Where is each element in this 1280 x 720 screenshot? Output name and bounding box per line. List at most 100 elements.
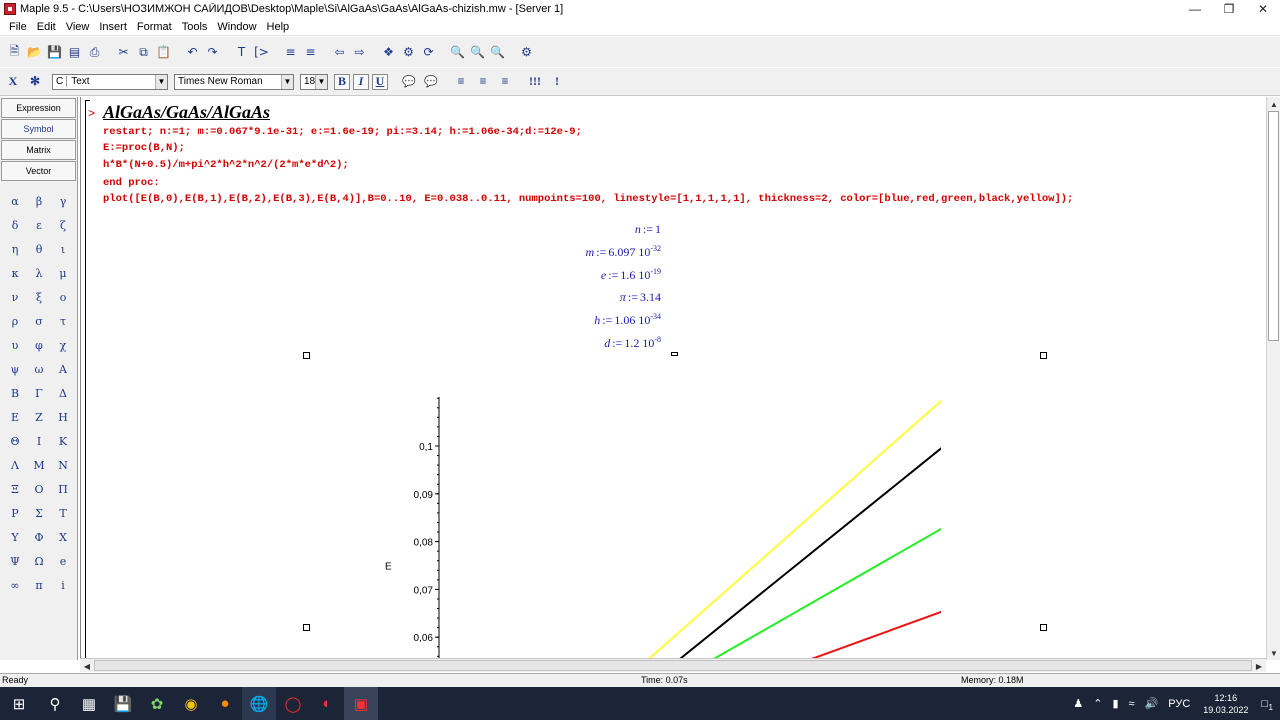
symbol-button[interactable]: Τ <box>59 506 67 520</box>
symbol-button[interactable]: Ν <box>58 458 68 472</box>
section-heading[interactable]: AlGaAs/GaAs/AlGaAs <box>103 102 271 122</box>
task-view-icon[interactable]: ▦ <box>81 695 97 713</box>
insert-text-icon[interactable]: T <box>237 45 246 59</box>
zoom-150-icon[interactable]: 🔍 <box>470 45 485 59</box>
horizontal-scrollbar[interactable]: ◀ ▶ <box>80 658 1266 672</box>
print-preview-icon[interactable]: ▤ <box>68 45 81 59</box>
forward-arrow-icon[interactable]: ⇨ <box>354 45 365 59</box>
size-dropdown[interactable]: 18 ▼ <box>300 73 328 90</box>
menu-tools[interactable]: Tools <box>181 20 208 33</box>
back-arrow-icon[interactable]: ⇦ <box>334 45 345 59</box>
symbol-button[interactable]: Π <box>58 482 68 496</box>
symbol-button[interactable]: φ <box>35 338 43 352</box>
symbol-button[interactable]: ω <box>34 362 44 376</box>
menu-file[interactable]: File <box>9 20 27 33</box>
code-line[interactable]: E:=proc(B,N); <box>103 142 185 154</box>
paste-icon[interactable]: 📋 <box>156 45 171 59</box>
symbol-button[interactable]: α <box>11 194 19 208</box>
outdent-icon[interactable]: ≡ <box>305 45 316 59</box>
resize-handle[interactable] <box>1040 624 1047 631</box>
menu-format[interactable]: Format <box>136 20 172 33</box>
align-left-icon[interactable]: ≡ <box>457 74 465 88</box>
close-icon[interactable]: ✕ <box>1257 2 1269 16</box>
symbol-button[interactable]: β <box>35 194 43 208</box>
symbol-button[interactable]: ν <box>11 290 19 304</box>
notification-icon[interactable]: □ 1 <box>1261 697 1273 712</box>
zoom-200-icon[interactable]: 🔍 <box>490 45 505 59</box>
symbol-button[interactable]: ε <box>36 218 42 232</box>
code-line[interactable]: end proc: <box>103 177 160 189</box>
minimize-icon[interactable]: — <box>1189 2 1201 16</box>
menu-help[interactable]: Help <box>266 20 290 33</box>
red-app-icon[interactable]: ◐ <box>322 695 332 712</box>
search-icon[interactable]: ⚲ <box>49 695 61 713</box>
symbol-button[interactable]: Ρ <box>11 506 19 520</box>
symbol-button[interactable]: ο <box>59 290 67 304</box>
symbol-button[interactable]: Ξ <box>11 482 19 496</box>
symbol-button[interactable]: θ <box>35 242 43 256</box>
symbol-button[interactable]: κ <box>11 266 19 280</box>
symbol-button[interactable]: Ι <box>36 434 42 448</box>
opera-icon[interactable]: ◯ <box>284 695 302 713</box>
menu-view[interactable]: View <box>65 20 90 33</box>
symbol-button[interactable]: π <box>35 578 43 592</box>
scroll-down-icon[interactable]: ▼ <box>1270 648 1278 658</box>
symbol-button[interactable]: Μ <box>33 458 45 472</box>
chevron-up-icon[interactable]: ⌃ <box>1093 698 1103 710</box>
math-mode-icon[interactable]: X <box>8 74 18 88</box>
firefox-icon[interactable]: ● <box>220 695 230 712</box>
language-indicator[interactable]: РУС <box>1168 697 1191 710</box>
help-lookup-icon[interactable]: ⚙ <box>521 45 532 59</box>
symbol-button[interactable]: Ε <box>10 410 20 424</box>
plot-area[interactable]: 0,1 0,09 0,08 0,07 0,06 E <box>381 392 941 658</box>
battery-icon[interactable]: ▮ <box>1112 698 1119 710</box>
open-folder-icon[interactable]: 📂 <box>27 45 42 59</box>
palette-tab-vector[interactable]: Vector <box>1 161 76 181</box>
symbol-button[interactable]: δ <box>11 218 19 232</box>
symbol-button[interactable]: i <box>61 578 65 592</box>
worksheet[interactable]: > AlGaAs/GaAs/AlGaAs restart; n:=1; m:=0… <box>80 97 1266 658</box>
wifi-icon[interactable]: ≈ <box>1128 697 1135 710</box>
symbol-button[interactable]: μ <box>59 266 67 280</box>
vertical-scrollbar[interactable]: ▲ ▼ <box>1266 97 1280 660</box>
symbol-button[interactable]: Η <box>58 410 68 424</box>
clock[interactable]: 12:16 19.03.2022 <box>1203 692 1248 716</box>
symbol-button[interactable]: ρ <box>11 314 19 328</box>
origin-app-icon[interactable]: ✿ <box>150 695 164 713</box>
windows-start-icon[interactable]: ⊞ <box>12 695 26 713</box>
style-dropdown[interactable]: C Text ▼ <box>52 73 168 90</box>
palette-tab-matrix[interactable]: Matrix <box>1 140 76 160</box>
chevron-down-icon[interactable]: ▼ <box>281 74 293 89</box>
symbol-button[interactable]: ∞ <box>10 578 20 592</box>
symbol-button[interactable]: ξ <box>35 290 43 304</box>
symbol-button[interactable]: τ <box>59 314 67 328</box>
code-line[interactable]: plot([E(B,0),E(B,1),E(B,2),E(B,3),E(B,4)… <box>103 193 1074 205</box>
menu-insert[interactable]: Insert <box>99 20 127 33</box>
symbol-button[interactable]: Ο <box>34 482 44 496</box>
speech-bubble-icon[interactable]: 💬 <box>402 76 416 88</box>
symbol-button[interactable]: Δ <box>59 386 67 400</box>
scroll-thumb[interactable] <box>94 660 1252 671</box>
cut-icon[interactable]: ✂ <box>118 45 129 59</box>
execute-icon[interactable]: ⚙ <box>403 45 414 59</box>
symbol-button[interactable]: Χ <box>59 530 67 544</box>
align-right-icon[interactable]: ≡ <box>501 74 509 88</box>
restart-icon[interactable]: ⟳ <box>423 45 434 59</box>
section-bracket[interactable] <box>85 100 90 658</box>
symbol-button[interactable]: Α <box>59 362 67 376</box>
underline-button[interactable]: U <box>372 73 388 90</box>
chevron-down-icon[interactable]: ▼ <box>315 74 327 89</box>
symbol-button[interactable]: Κ <box>58 434 68 448</box>
menu-edit[interactable]: Edit <box>36 20 56 33</box>
symbol-button[interactable]: χ <box>59 338 67 352</box>
symbol-button[interactable]: Φ <box>34 530 44 544</box>
symbol-button[interactable]: ζ <box>60 218 66 232</box>
copy-icon[interactable]: ⧉ <box>139 44 148 59</box>
chrome-icon[interactable]: ◉ <box>184 695 198 713</box>
globe-app-icon[interactable]: 🌐 <box>242 687 276 720</box>
code-line[interactable]: h*B*(N+0.5)/m+pi^2*h^2*n^2/(2*m*e*d^2); <box>103 159 349 171</box>
zoom-100-icon[interactable]: 🔍 <box>450 45 465 59</box>
symbol-button[interactable]: υ <box>11 338 19 352</box>
font-dropdown[interactable]: Times New Roman ▼ <box>174 73 294 90</box>
symbol-button[interactable]: Γ <box>35 386 43 400</box>
